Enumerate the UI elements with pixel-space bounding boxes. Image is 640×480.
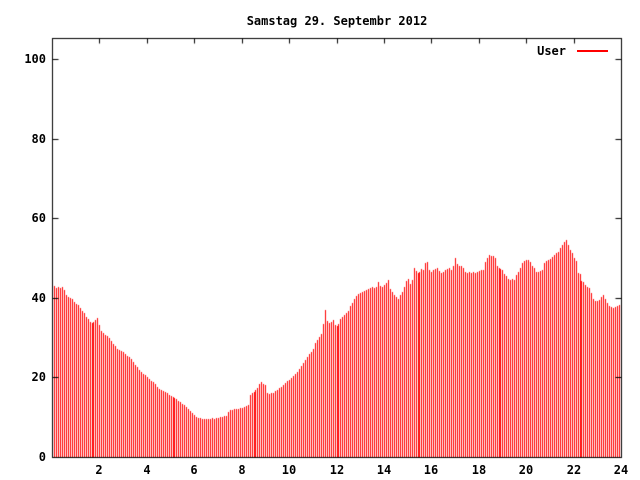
chart-title: Samstag 29. Septembr 2012 <box>246 14 428 28</box>
x-tick-label-20: 20 <box>518 463 534 477</box>
y-tick-label-80: 80 <box>31 132 46 146</box>
x-tick-label-8: 8 <box>238 463 246 477</box>
x-tick-label-2: 2 <box>95 463 103 477</box>
x-tick-label-18: 18 <box>471 463 487 477</box>
x-tick-label-24: 24 <box>613 463 629 477</box>
y-tick-label-20: 20 <box>31 370 46 384</box>
x-tick-label-6: 6 <box>190 463 198 477</box>
y-tick-label-40: 40 <box>31 291 46 305</box>
x-tick-label-22: 22 <box>566 463 582 477</box>
y-tick-label-100: 100 <box>24 52 46 66</box>
x-tick-label-4: 4 <box>143 463 151 477</box>
x-tick-label-16: 16 <box>423 463 439 477</box>
x-tick-label-14: 14 <box>376 463 392 477</box>
y-tick-label-60: 60 <box>31 211 46 225</box>
x-tick-label-12: 12 <box>329 463 345 477</box>
y-tick-label-0: 0 <box>38 450 46 464</box>
x-tick-label-10: 10 <box>281 463 297 477</box>
